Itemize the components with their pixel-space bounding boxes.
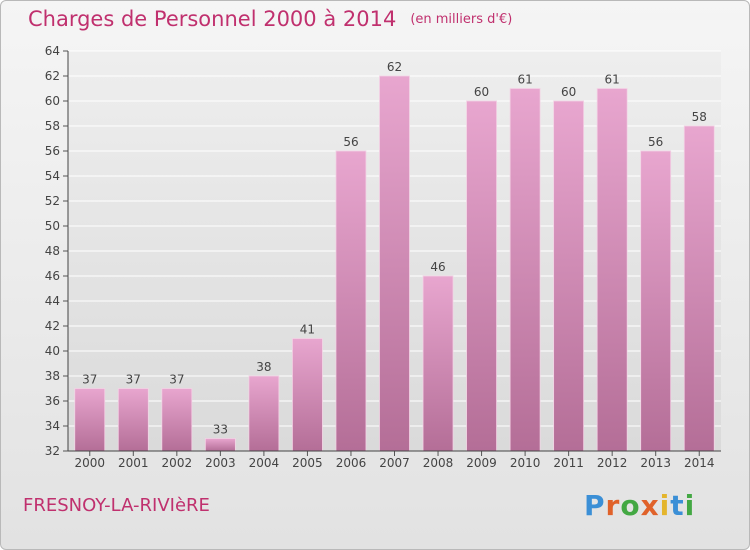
logo-letter: i: [659, 489, 671, 522]
data-label: 58: [692, 110, 707, 124]
x-tick-label: 2010: [510, 456, 541, 470]
data-label: 60: [474, 85, 489, 99]
y-tick-label: 36: [45, 394, 60, 408]
bar-2014: [683, 125, 715, 452]
x-tick-label: 2009: [466, 456, 497, 470]
data-label: 46: [430, 260, 445, 274]
data-label: 33: [213, 423, 228, 437]
data-label: 56: [648, 135, 663, 149]
logo-letter: P: [584, 489, 606, 522]
y-tick-label: 56: [45, 144, 60, 158]
bar-2007: [379, 75, 410, 452]
y-tick-label: 64: [45, 44, 60, 58]
x-tick-label: 2012: [597, 456, 628, 470]
logo-letter: t: [670, 489, 685, 522]
proxiti-logo: Proxiti: [584, 489, 695, 522]
data-label: 61: [517, 73, 532, 87]
data-label: 37: [82, 373, 97, 387]
logo-letter: o: [620, 489, 641, 522]
x-tick-label: 2005: [292, 456, 323, 470]
data-label: 62: [387, 60, 402, 74]
y-tick-label: 44: [45, 294, 60, 308]
data-label: 37: [126, 373, 141, 387]
chart-title-text: Charges de Personnel 2000 à 2014: [28, 7, 397, 31]
y-tick-label: 42: [45, 319, 60, 333]
y-tick-label: 32: [45, 444, 60, 458]
logo-letter: x: [640, 489, 660, 522]
x-tick-label: 2004: [249, 456, 280, 470]
bar-2010: [509, 88, 541, 452]
town-name: FRESNOY-LA-RIVIèRE: [23, 495, 210, 516]
y-tick-label: 34: [45, 419, 60, 433]
bar-2008: [422, 275, 454, 452]
bar-2002: [161, 388, 193, 452]
logo-letter: r: [605, 489, 621, 522]
y-tick-label: 60: [45, 94, 60, 108]
logo-letter: i: [684, 489, 696, 522]
y-tick-label: 52: [45, 194, 60, 208]
bar-2012: [596, 88, 628, 452]
y-tick-label: 40: [45, 344, 60, 358]
x-tick-label: 2001: [118, 456, 149, 470]
bar-2011: [553, 100, 585, 452]
bar-2009: [466, 100, 497, 452]
y-tick-label: 54: [45, 169, 60, 183]
bar-2006: [335, 150, 367, 452]
data-label: 60: [561, 85, 576, 99]
x-tick-label: 2007: [379, 456, 410, 470]
x-tick-label: 2013: [640, 456, 671, 470]
data-label: 38: [256, 360, 271, 374]
bar-2003: [204, 438, 236, 452]
x-tick-label: 2008: [423, 456, 454, 470]
data-label: 37: [169, 373, 184, 387]
bar-2000: [74, 388, 106, 452]
y-tick-label: 58: [45, 119, 60, 133]
x-tick-label: 2011: [553, 456, 584, 470]
data-label: 41: [300, 323, 315, 337]
data-label: 61: [605, 73, 620, 87]
y-tick-label: 38: [45, 369, 60, 383]
bar-2001: [117, 388, 149, 452]
y-tick-label: 50: [45, 219, 60, 233]
y-tick-label: 62: [45, 69, 60, 83]
data-label: 56: [343, 135, 358, 149]
bar-2013: [640, 150, 672, 452]
x-tick-label: 2006: [336, 456, 367, 470]
bar-2005: [292, 338, 323, 452]
chart-title: Charges de Personnel 2000 à 2014 (en mill…: [28, 7, 512, 31]
x-tick-label: 2003: [205, 456, 236, 470]
chart-unit: (en milliers d'€): [410, 12, 513, 27]
bar-2004: [248, 375, 280, 452]
x-tick-label: 2002: [162, 456, 193, 470]
x-tick-label: 2014: [684, 456, 715, 470]
y-tick-label: 48: [45, 244, 60, 258]
x-tick-label: 2000: [74, 456, 105, 470]
y-tick-label: 46: [45, 269, 60, 283]
